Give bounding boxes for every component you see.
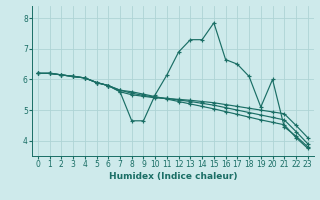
X-axis label: Humidex (Indice chaleur): Humidex (Indice chaleur): [108, 172, 237, 181]
